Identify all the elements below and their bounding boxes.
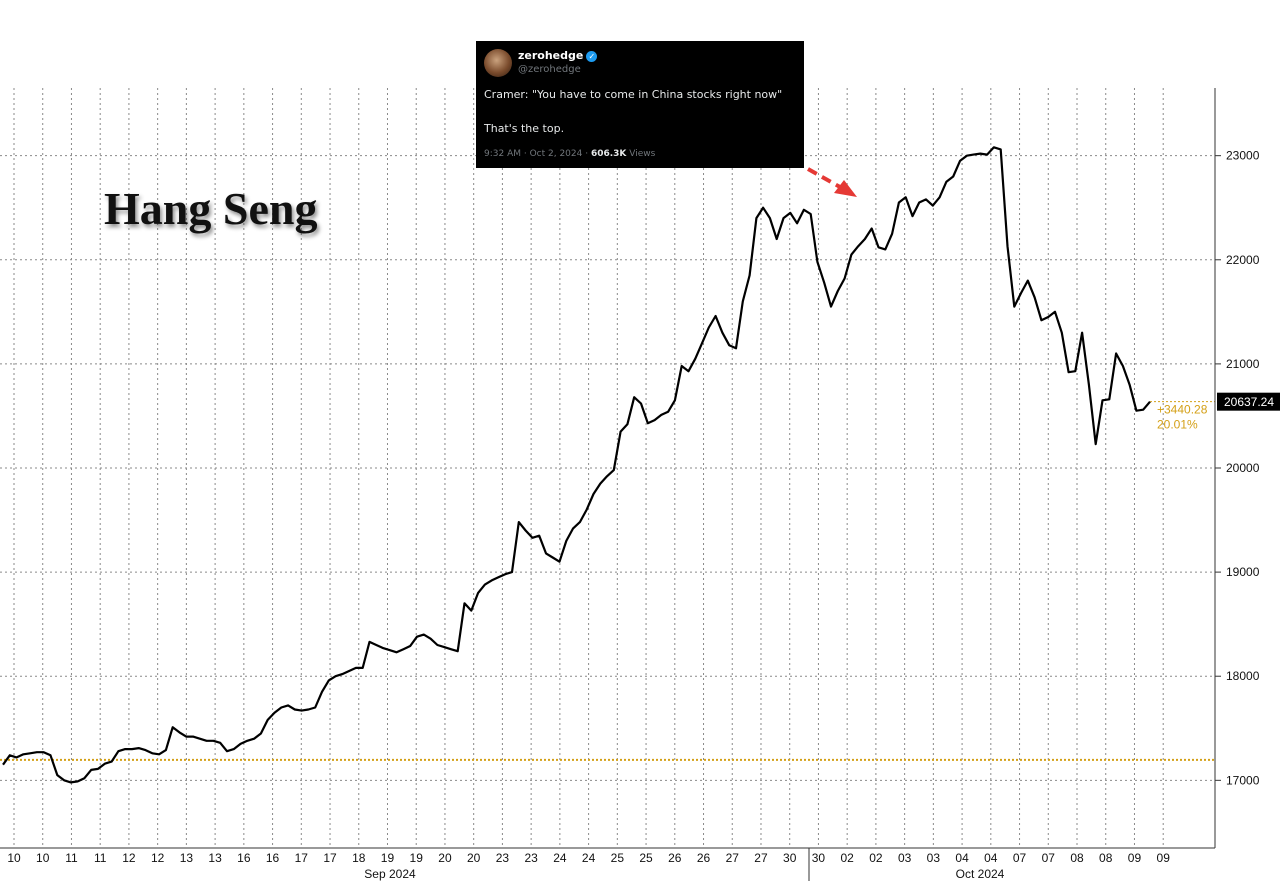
x-tick-label: 07 [1013, 851, 1027, 865]
y-tick-label: 23000 [1226, 149, 1260, 163]
x-tick-label: 19 [381, 851, 395, 865]
x-tick-label: 13 [208, 851, 222, 865]
x-tick-label: 25 [639, 851, 653, 865]
month-label: Sep 2024 [364, 867, 416, 881]
x-tick-label: 26 [668, 851, 682, 865]
x-tick-label: 19 [410, 851, 424, 865]
chart-title: Hang Seng [104, 183, 317, 234]
last-value-badge [1217, 392, 1280, 411]
x-tick-label: 26 [697, 851, 711, 865]
x-tick-label: 10 [7, 851, 21, 865]
month-label: Oct 2024 [956, 867, 1005, 881]
y-tick-label: 19000 [1226, 565, 1260, 579]
x-tick-label: 17 [323, 851, 337, 865]
tweet-author-name: zerohedge [518, 49, 584, 62]
x-tick-label: 09 [1157, 851, 1171, 865]
tweet-view-count: 606.3K [590, 149, 627, 159]
y-tick-label: 18000 [1226, 669, 1260, 683]
x-tick-label: 16 [266, 851, 280, 865]
price-line-layer [2, 146, 1151, 784]
annotation-arrow [807, 167, 857, 197]
x-tick-label: 16 [237, 851, 251, 865]
x-tick-label: 30 [783, 851, 797, 865]
x-tick-label: 09 [1128, 851, 1142, 865]
x-tick-label: 11 [65, 851, 78, 865]
x-tick-label: 23 [496, 851, 510, 865]
tweet-views-label: Views [626, 149, 656, 159]
tweet-text-line-1: Cramer: "You have to come in China stock… [484, 88, 783, 101]
x-tick-label: 02 [840, 851, 854, 865]
x-tick-label: 04 [984, 851, 998, 865]
y-tick-label: 20000 [1226, 461, 1260, 475]
grid-lines [0, 88, 1215, 848]
x-tick-label: 27 [726, 851, 740, 865]
y-tick-label: 22000 [1226, 253, 1260, 267]
x-tick-label: 04 [955, 851, 969, 865]
avatar [484, 49, 512, 77]
x-tick-label: 30 [812, 851, 826, 865]
annotation-arrow-shaft [807, 167, 841, 189]
change-percent-label: 20.01% [1157, 418, 1198, 432]
x-tick-label: 23 [524, 851, 538, 865]
last-value-label: 20637.24 [1224, 395, 1274, 409]
x-tick-label: 03 [898, 851, 912, 865]
y-tick-label: 17000 [1226, 773, 1260, 787]
x-tick-label: 13 [180, 851, 194, 865]
x-tick-label: 25 [611, 851, 625, 865]
annotation-arrow-head [834, 180, 857, 197]
embedded-tweet: zerohedge ✓ @zerohedge Cramer: "You have … [476, 41, 804, 168]
tweet-timestamp: 9:32 AM · Oct 2, 2024 · [484, 149, 591, 159]
x-tick-label: 17 [295, 851, 309, 865]
x-tick-label: 11 [94, 851, 107, 865]
x-tick-label: 02 [869, 851, 883, 865]
x-tick-label: 24 [553, 851, 567, 865]
x-tick-label: 12 [122, 851, 136, 865]
x-tick-label: 12 [151, 851, 165, 865]
axes-layer: 10 10 11 11 12 12 13 13 16 16 17 17 18 19 19 20 20 23 23 24… [0, 88, 1280, 881]
verified-badge-icon: ✓ [586, 50, 598, 62]
hang-seng-price-line [2, 146, 1151, 784]
x-tick-label: 24 [582, 851, 596, 865]
x-tick-label: 10 [36, 851, 50, 865]
tweet-text-line-2: That's the top. [484, 122, 565, 135]
y-tick-label: 21000 [1226, 357, 1260, 371]
x-tick-label: 27 [754, 851, 768, 865]
x-tick-label: 08 [1070, 851, 1084, 865]
x-tick-label: 08 [1099, 851, 1113, 865]
x-tick-label: 18 [352, 851, 366, 865]
x-tick-label: 07 [1042, 851, 1056, 865]
x-tick-label: 20 [467, 851, 481, 865]
reference-level-layer [0, 401, 1215, 761]
x-tick-label: 03 [927, 851, 941, 865]
tweet-author-handle: @zerohedge [518, 64, 581, 75]
tweet-meta: 9:32 AM · Oct 2, 2024 · 606.3K Views [484, 149, 655, 159]
change-absolute-label: +3440.28 [1157, 403, 1208, 417]
x-tick-label: 20 [438, 851, 452, 865]
